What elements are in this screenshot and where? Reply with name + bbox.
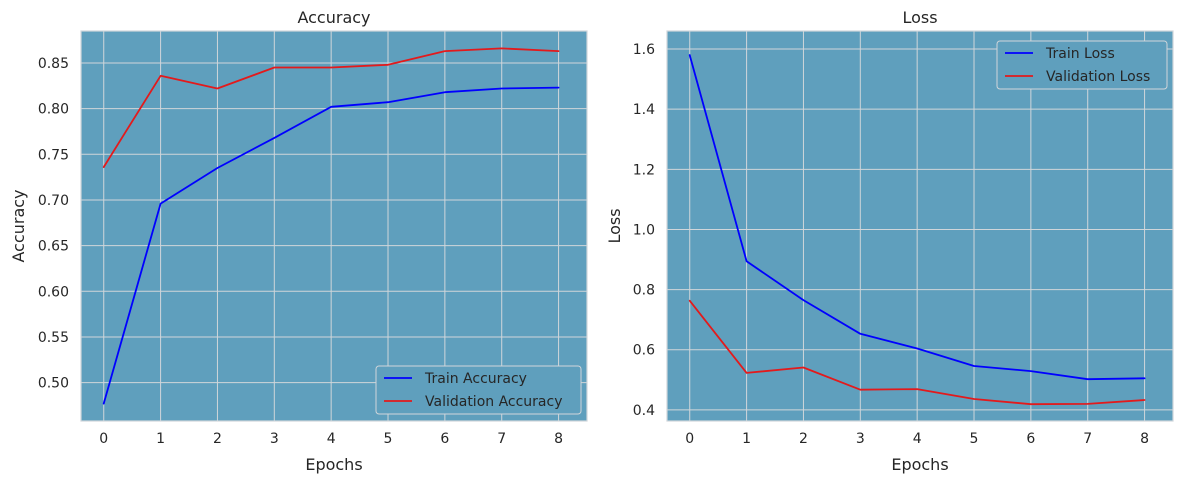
plot-frame bbox=[80, 30, 588, 422]
x-tick-label: 3 bbox=[856, 431, 865, 447]
y-axis-label: Accuracy bbox=[9, 189, 28, 262]
legend-label: Validation Accuracy bbox=[425, 394, 563, 410]
legend-box bbox=[996, 40, 1168, 90]
x-tick-label: 0 bbox=[99, 431, 108, 447]
y-tick-label: 1.4 bbox=[633, 102, 655, 118]
series-line-validation-loss bbox=[688, 299, 1146, 406]
legend: Train Loss Validation Loss bbox=[996, 40, 1168, 90]
y-tick-label: 1.6 bbox=[633, 42, 655, 58]
y-tick-label: 0.8 bbox=[633, 283, 655, 299]
chart-title: Accuracy bbox=[297, 8, 370, 27]
x-tick-label: 2 bbox=[213, 431, 222, 447]
y-tick-label: 0.80 bbox=[38, 102, 69, 118]
x-tick-label: 5 bbox=[970, 431, 979, 447]
x-tick-label: 6 bbox=[1026, 431, 1035, 447]
y-tick-label: 0.85 bbox=[38, 56, 69, 72]
x-axis-label: Epochs bbox=[305, 455, 362, 474]
x-tick-label: 2 bbox=[799, 431, 808, 447]
y-axis-label: Loss bbox=[605, 208, 624, 243]
x-tick-label: 1 bbox=[742, 431, 751, 447]
y-tick-label: 0.60 bbox=[38, 284, 69, 300]
x-tick-label: 4 bbox=[913, 431, 922, 447]
y-tick-label: 1.0 bbox=[633, 222, 655, 238]
chart-0: 0 1 2 3 4 5 6 7 8 0.50 0.55 0.60 0.65 0.70 0.75 0.80 0.8… bbox=[9, 8, 588, 474]
legend-label: Train Loss bbox=[1045, 46, 1115, 62]
x-tick-label: 7 bbox=[497, 431, 506, 447]
x-tick-label: 8 bbox=[1140, 431, 1149, 447]
y-tick-label: 0.70 bbox=[38, 193, 69, 209]
x-axis-label: Epochs bbox=[891, 455, 948, 474]
y-tick-label: 0.65 bbox=[38, 239, 69, 255]
series-line-train-accuracy bbox=[102, 86, 560, 405]
plot-frame bbox=[666, 30, 1174, 422]
plot-area bbox=[667, 31, 1173, 421]
y-tick-label: 0.50 bbox=[38, 376, 69, 392]
legend-box bbox=[375, 365, 582, 415]
x-tick-label: 7 bbox=[1083, 431, 1092, 447]
legend-label: Train Accuracy bbox=[424, 371, 527, 387]
y-tick-label: 0.6 bbox=[633, 343, 655, 359]
x-tick-label: 5 bbox=[384, 431, 393, 447]
plot-area bbox=[81, 31, 587, 421]
legend-label: Validation Loss bbox=[1046, 69, 1150, 85]
x-tick-label: 0 bbox=[685, 431, 694, 447]
series-line-train-loss bbox=[688, 54, 1146, 381]
x-tick-label: 3 bbox=[270, 431, 279, 447]
chart-title: Loss bbox=[902, 8, 937, 27]
legend: Train Accuracy Validation Accuracy bbox=[375, 365, 582, 415]
x-tick-label: 1 bbox=[156, 431, 165, 447]
y-tick-label: 0.55 bbox=[38, 330, 69, 346]
series-line-validation-accuracy bbox=[102, 47, 560, 169]
y-tick-label: 0.75 bbox=[38, 147, 69, 163]
y-tick-label: 0.4 bbox=[633, 403, 655, 419]
x-tick-label: 4 bbox=[327, 431, 336, 447]
x-tick-label: 8 bbox=[554, 431, 563, 447]
x-tick-label: 6 bbox=[440, 431, 449, 447]
y-tick-label: 1.2 bbox=[633, 162, 655, 178]
chart-1: 0 1 2 3 4 5 6 7 8 0.4 0.6 0.8 1.0 1.2 1.4 1.6 Loss Epochs… bbox=[605, 8, 1174, 474]
